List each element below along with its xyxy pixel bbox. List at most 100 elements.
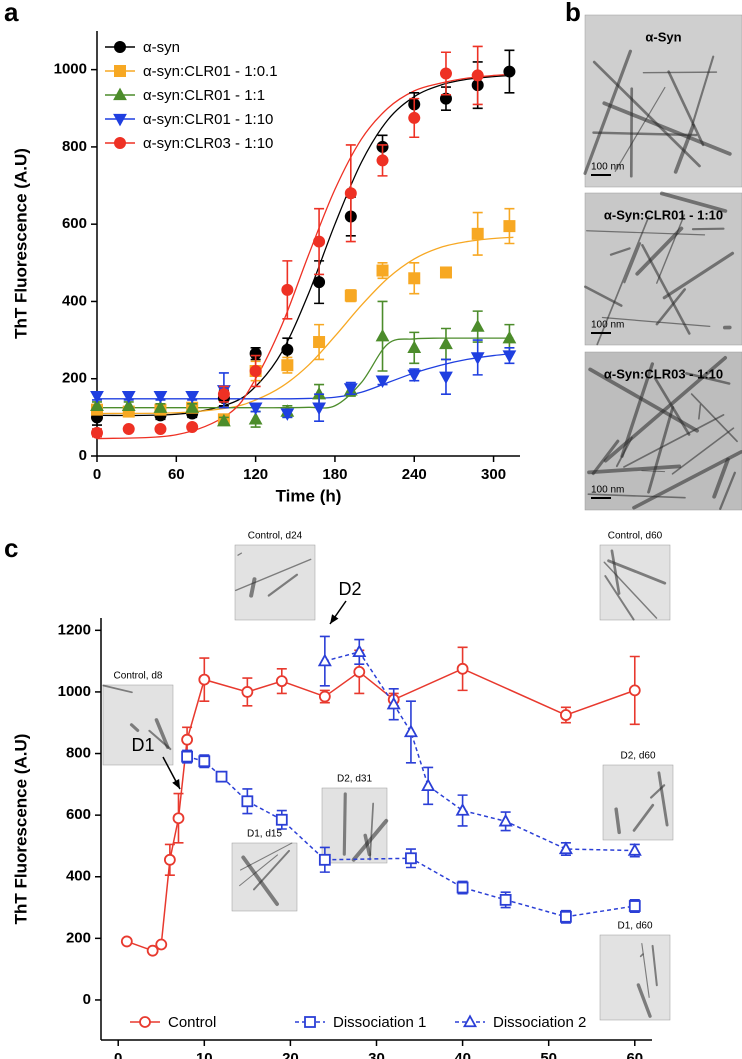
fibril (642, 71, 718, 74)
data-point (155, 938, 168, 951)
data-point (456, 662, 469, 675)
data-point (317, 653, 332, 667)
fibril (583, 49, 633, 175)
micrograph-label: α-Syn:CLR03 - 1:10 (604, 366, 723, 381)
fibril (657, 771, 669, 827)
fibril (607, 559, 667, 585)
legend-marker (114, 41, 126, 53)
y-tick-label: 1000 (58, 683, 91, 700)
x-tick-label: 60 (626, 1050, 643, 1059)
micrograph (234, 544, 316, 621)
fibril (596, 215, 650, 346)
annotation: D1 (131, 735, 154, 755)
fibril (712, 457, 730, 499)
data-point (471, 69, 484, 82)
panel-label: b (565, 0, 581, 27)
y-tick-label: 600 (66, 806, 91, 823)
inset-label: D2, d60 (620, 751, 655, 762)
fibril (591, 439, 620, 476)
data-point (121, 398, 136, 411)
data-point (456, 881, 469, 894)
micrograph-label: α-Syn (645, 29, 681, 44)
y-tick-label: 1000 (54, 61, 87, 78)
micrograph (584, 192, 742, 346)
data-point (352, 644, 367, 658)
y-tick-label: 1200 (58, 621, 91, 638)
fibril (584, 285, 623, 307)
fibril (698, 404, 702, 420)
legend-marker (139, 1016, 151, 1028)
series-line (186, 755, 635, 918)
inset-label: D1, d15 (247, 829, 282, 840)
fibril (148, 729, 172, 751)
data-point (376, 154, 389, 167)
legend-marker (304, 1016, 316, 1028)
y-tick-label: 0 (79, 447, 87, 464)
data-point (121, 390, 136, 404)
fit-curve (96, 74, 514, 417)
data-point (146, 944, 159, 957)
fit-curve (96, 73, 514, 440)
fibril (641, 942, 650, 998)
y-tick-label: 400 (62, 292, 87, 309)
x-axis-title: Time (h) (276, 486, 342, 505)
x-tick-label: 50 (540, 1050, 557, 1059)
fibril (586, 230, 706, 236)
series-line (324, 651, 635, 852)
fibril (719, 471, 736, 510)
data-point (181, 750, 193, 763)
annotation: D2 (338, 579, 361, 599)
fibril (610, 549, 621, 595)
legend-marker (462, 1014, 478, 1028)
data-point (498, 813, 513, 827)
data-point (217, 388, 230, 401)
data-point (318, 853, 331, 866)
data-point (502, 330, 517, 344)
data-point (120, 935, 133, 948)
legend-label: α-syn:CLR03 - 1:10 (143, 135, 273, 152)
data-point (375, 328, 390, 342)
fibril (649, 784, 666, 799)
arrow-head (172, 779, 180, 789)
data-point (248, 402, 263, 416)
data-point (217, 413, 231, 427)
arrow-head (330, 614, 339, 624)
data-point (499, 893, 512, 906)
fibril (239, 854, 279, 887)
fibril (609, 247, 631, 256)
fibril (592, 60, 701, 168)
x-tick-label: 180 (322, 466, 347, 483)
data-point (375, 375, 390, 389)
fibril (241, 855, 279, 906)
data-point (408, 272, 421, 285)
fibril (641, 470, 666, 473)
data-point (408, 111, 421, 124)
x-tick-label: 20 (282, 1050, 299, 1059)
fibril (636, 983, 652, 1018)
fibril (656, 214, 685, 284)
x-tick-label: 300 (481, 466, 506, 483)
legend-marker (114, 137, 126, 149)
fit-curve (97, 337, 514, 409)
data-point (407, 369, 422, 383)
data-point (503, 65, 516, 78)
data-point (313, 276, 326, 289)
inset-label: Control, d8 (114, 671, 163, 682)
data-point (275, 813, 288, 826)
data-point (455, 802, 470, 816)
data-point (249, 365, 262, 377)
data-point (153, 390, 168, 404)
fibril (653, 376, 691, 436)
fibril (655, 288, 686, 326)
scale-text: 100 nm (591, 162, 624, 173)
legend-marker (114, 65, 126, 77)
micrograph (602, 764, 674, 841)
legend-label: Dissociation 1 (333, 1014, 426, 1031)
data-point (503, 220, 516, 233)
legend-marker (113, 113, 127, 127)
x-tick-label: 30 (368, 1050, 385, 1059)
data-point (312, 402, 326, 416)
panel-label: a (4, 0, 19, 27)
data-point (241, 686, 254, 698)
